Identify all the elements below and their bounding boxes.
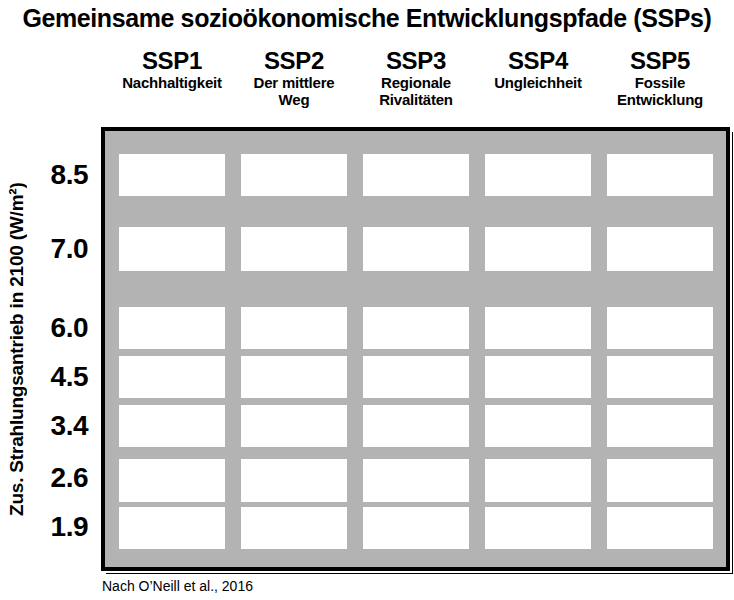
row-label-8-5: 8.5	[0, 154, 88, 196]
matrix-row-7-0	[119, 227, 713, 271]
matrix-cell	[241, 459, 347, 502]
ssp3-subtitle: Regionale Rivalitäten	[351, 74, 481, 108]
matrix-cell	[119, 154, 225, 196]
matrix-cell	[607, 405, 713, 447]
matrix-cell	[119, 507, 225, 549]
matrix-cell	[485, 507, 591, 549]
matrix-cell	[119, 405, 225, 447]
row-label-3-4: 3.4	[0, 405, 88, 447]
ssp4-subtitle: Ungleichheit	[473, 74, 603, 91]
matrix-cell	[607, 507, 713, 549]
matrix-cell	[363, 307, 469, 349]
matrix-cell	[485, 307, 591, 349]
matrix-cell	[241, 356, 347, 398]
column-header-ssp4: SSP4 Ungleichheit	[473, 47, 603, 91]
ssp5-subtitle: Fossile Entwicklung	[595, 74, 725, 108]
ssp1-subtitle: Nachhaltigkeit	[107, 74, 237, 91]
matrix-row-1-9	[119, 507, 713, 549]
row-label-6-0: 6.0	[0, 307, 88, 349]
ssp5-label: SSP5	[595, 47, 725, 74]
matrix-cell	[241, 307, 347, 349]
matrix-row-4-5	[119, 356, 713, 398]
figure-title: Gemeinsame sozioökonomische Entwicklungs…	[0, 4, 734, 33]
ssp-matrix-figure: Gemeinsame sozioökonomische Entwicklungs…	[0, 0, 734, 600]
matrix-cell	[607, 227, 713, 271]
column-header-ssp3: SSP3 Regionale Rivalitäten	[351, 47, 481, 108]
matrix-cell	[119, 356, 225, 398]
matrix-cell	[363, 507, 469, 549]
matrix-cell	[363, 227, 469, 271]
ssp4-label: SSP4	[473, 47, 603, 74]
matrix-cell	[363, 356, 469, 398]
ssp3-label: SSP3	[351, 47, 481, 74]
column-header-ssp2: SSP2 Der mittlere Weg	[229, 47, 359, 108]
matrix-cell	[363, 459, 469, 502]
matrix-cell	[607, 459, 713, 502]
matrix-cell	[241, 154, 347, 196]
column-header-ssp5: SSP5 Fossile Entwicklung	[595, 47, 725, 108]
ssp2-label: SSP2	[229, 47, 359, 74]
row-label-2-6: 2.6	[0, 457, 88, 499]
row-label-7-0: 7.0	[0, 228, 88, 270]
matrix-row-2-6	[119, 459, 713, 502]
ssp1-label: SSP1	[107, 47, 237, 74]
matrix-cell	[607, 154, 713, 196]
matrix-cell	[485, 356, 591, 398]
matrix-cell	[485, 459, 591, 502]
row-label-4-5: 4.5	[0, 356, 88, 398]
matrix-cell	[363, 154, 469, 196]
matrix-row-6-0	[119, 307, 713, 349]
matrix-cell	[241, 405, 347, 447]
matrix-cell	[607, 307, 713, 349]
y-axis-label: Zus. Strahlungsantrieb in 2100 (W/m²)	[1, 131, 33, 567]
row-label-1-9: 1.9	[0, 506, 88, 548]
column-header-ssp1: SSP1 Nachhaltigkeit	[107, 47, 237, 91]
ssp2-subtitle: Der mittlere Weg	[229, 74, 359, 108]
matrix-cell	[119, 307, 225, 349]
matrix-cell	[607, 356, 713, 398]
matrix-cell	[485, 405, 591, 447]
source-attribution: Nach O’Neill et al., 2016	[102, 578, 253, 594]
matrix-cell	[363, 405, 469, 447]
matrix-cell	[485, 154, 591, 196]
matrix-cell	[119, 227, 225, 271]
matrix-cell	[241, 507, 347, 549]
matrix-cell	[241, 227, 347, 271]
matrix-cell	[485, 227, 591, 271]
scenario-matrix	[101, 127, 730, 571]
matrix-cell	[119, 459, 225, 502]
matrix-row-8-5	[119, 154, 713, 196]
matrix-row-3-4	[119, 405, 713, 447]
